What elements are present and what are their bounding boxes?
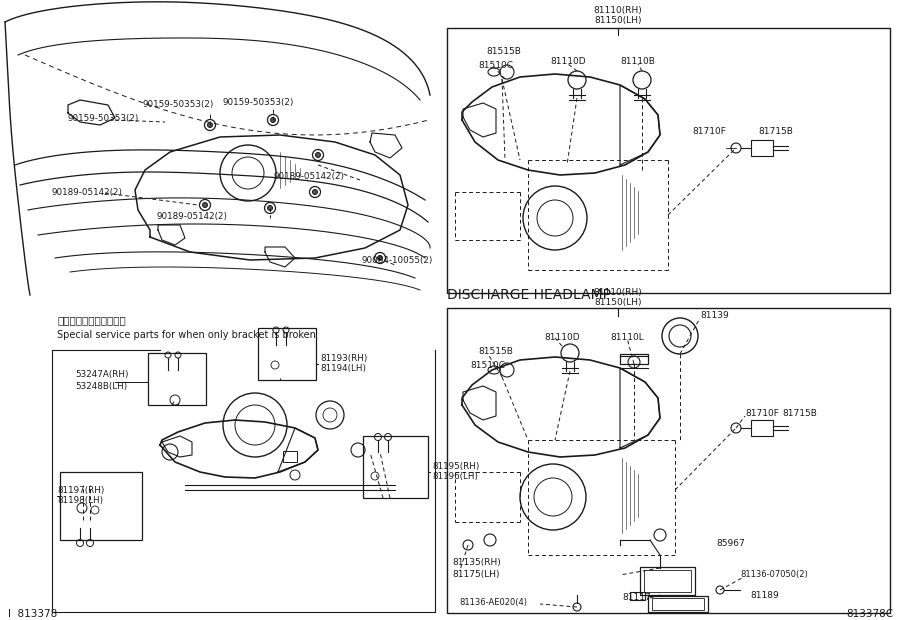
Bar [447,308,890,613]
Bar [640,567,695,595]
Circle shape [312,190,318,195]
Text: 81710F: 81710F [745,409,778,417]
Text: 81715B: 81715B [782,409,817,417]
Circle shape [377,255,382,260]
Circle shape [271,118,275,123]
Bar [620,354,648,364]
Bar [751,140,773,156]
Text: 81197(RH): 81197(RH) [57,485,104,495]
Text: 85967: 85967 [716,539,745,547]
Text: 81193(RH): 81193(RH) [320,353,367,363]
Text: 81715B: 81715B [758,128,793,136]
Text: I  813378: I 813378 [8,609,58,619]
Text: 90189-05142(2): 90189-05142(2) [157,213,228,221]
Text: 81515B: 81515B [486,48,521,56]
Bar [644,570,691,592]
Text: 81195(RH): 81195(RH) [432,461,480,471]
Text: 81110D: 81110D [544,332,580,342]
Text: 81110D: 81110D [550,58,586,66]
Circle shape [267,205,273,211]
Text: Special service parts for when only bracket is broken: Special service parts for when only brac… [57,330,316,340]
Bar [447,28,890,293]
Text: 81510C: 81510C [470,360,505,370]
Circle shape [316,153,320,157]
Text: 81136-AE020(4): 81136-AE020(4) [459,598,527,608]
Bar [363,436,428,498]
Text: DISCHARGE HEADLAMP: DISCHARGE HEADLAMP [447,288,611,302]
Bar [648,596,708,612]
Text: 81196(LH): 81196(LH) [432,472,478,482]
Text: 813378C: 813378C [846,609,893,619]
Text: 81175(LH): 81175(LH) [452,570,500,580]
Text: 90159-50353(2): 90159-50353(2) [222,97,293,107]
Bar [60,472,142,540]
Bar [652,598,704,610]
Text: 81135(RH): 81135(RH) [452,559,500,567]
Text: 90189-05142(2): 90189-05142(2) [274,172,345,182]
Circle shape [202,203,208,208]
Bar [148,353,206,405]
Text: 81194(LH): 81194(LH) [320,365,366,373]
Bar [751,420,773,436]
Text: 53248B(LH): 53248B(LH) [75,381,127,391]
Text: 90084-10055(2): 90084-10055(2) [362,255,434,265]
Bar [283,451,297,462]
Text: 81710F: 81710F [692,128,726,136]
Circle shape [208,123,212,128]
Text: 81198(LH): 81198(LH) [57,497,104,505]
Text: 車両取付部の補修用部品: 車両取付部の補修用部品 [57,315,126,325]
Text: 81150(LH): 81150(LH) [594,16,642,25]
Text: 81515B: 81515B [478,347,513,356]
Text: 81110(RH): 81110(RH) [594,6,643,14]
Bar [630,592,645,600]
Text: 90159-50353(2): 90159-50353(2) [142,100,213,110]
Text: 53247A(RH): 53247A(RH) [75,371,129,379]
Text: 90159-50353(2): 90159-50353(2) [68,113,140,123]
Text: 81110(RH): 81110(RH) [594,288,643,296]
Bar [258,328,316,380]
Text: 81110B: 81110B [621,58,655,66]
Text: 81136-07050(2): 81136-07050(2) [740,570,808,580]
Text: 81139: 81139 [700,311,729,319]
Text: 81117: 81117 [622,593,651,603]
Text: 81110L: 81110L [610,332,644,342]
Text: 81150(LH): 81150(LH) [594,298,642,306]
Text: 90189-05142(2): 90189-05142(2) [52,187,123,197]
Text: 81510C: 81510C [478,61,513,69]
Text: 81189: 81189 [750,590,778,600]
